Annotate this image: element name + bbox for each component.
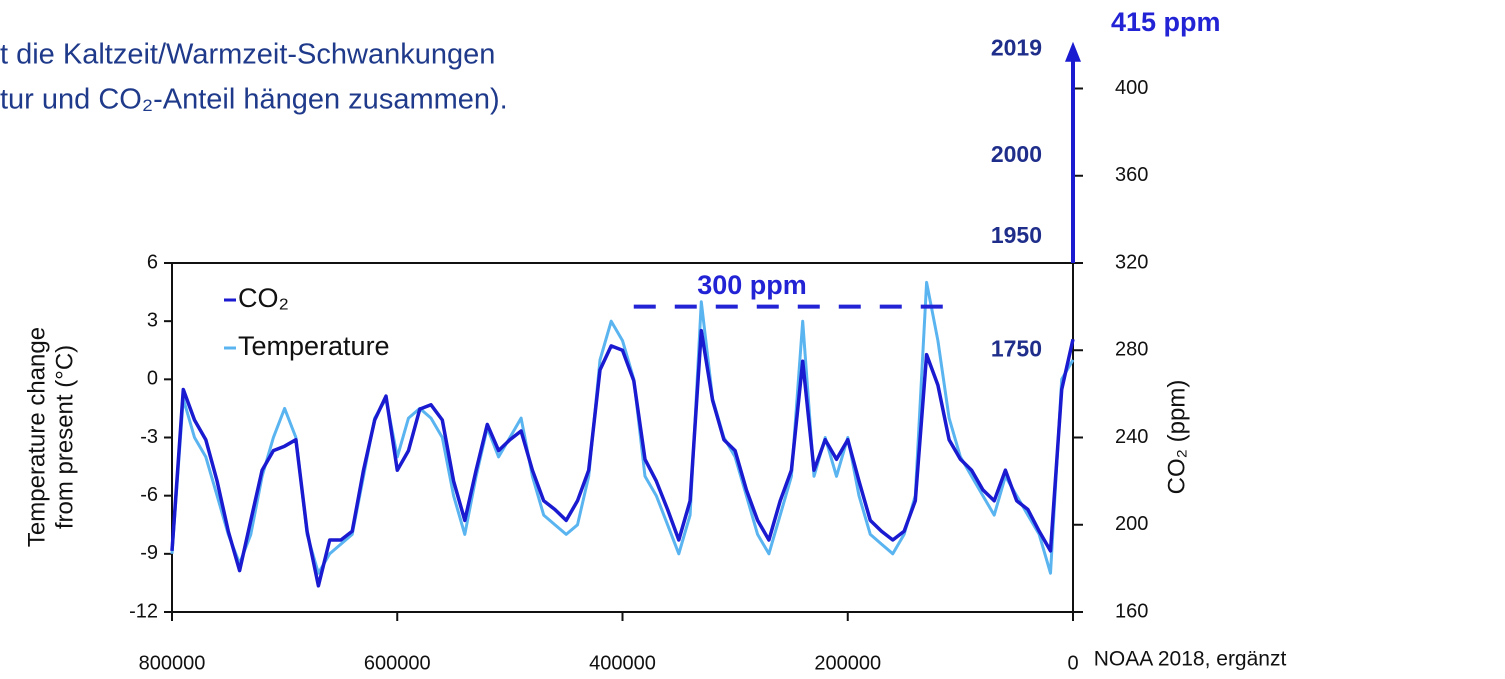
y-tick-label: -12: [129, 600, 158, 622]
y2-tick-label: 160: [1115, 600, 1148, 622]
x-tick-label: 800000: [139, 652, 206, 674]
year-label: 2019: [991, 34, 1042, 60]
y2-tick-label: 320: [1115, 251, 1148, 273]
y2-axis-label: CO₂ (ppm): [1163, 380, 1190, 495]
y2-tick-label: 200: [1115, 513, 1148, 535]
y-label-line: Temperature change: [23, 327, 50, 547]
threshold-label: 300 ppm: [697, 270, 807, 300]
heading-line: tur und CO₂-Anteil hängen zusammen).: [0, 84, 508, 116]
y-tick-label: -9: [140, 542, 158, 564]
y-tick-label: 0: [147, 368, 158, 390]
y2-tick-label: 240: [1115, 426, 1148, 448]
y-label-line: from present (°C): [51, 345, 78, 529]
x-tick-label: 600000: [364, 652, 431, 674]
legend-label: Temperature: [238, 331, 390, 361]
heading-line: t die Kaltzeit/Warmzeit-Schwankungen: [0, 39, 495, 71]
legend-label: CO₂: [238, 283, 289, 313]
year-label: 1750: [991, 335, 1042, 361]
plot-frame: [171, 262, 1074, 613]
y-tick-label: -3: [140, 426, 158, 448]
x-tick-label: 0: [1067, 652, 1078, 674]
recent-label: 415 ppm: [1111, 7, 1221, 37]
y-tick-label: 3: [147, 309, 158, 331]
x-tick-label: 200000: [814, 652, 881, 674]
y-tick-label: -6: [140, 484, 158, 506]
year-label: 2000: [991, 141, 1042, 167]
x-tick-label: 400000: [589, 652, 656, 674]
y2-tick-label: 360: [1115, 164, 1148, 186]
y2-tick-label: 280: [1115, 339, 1148, 361]
y-tick-label: 6: [147, 251, 158, 273]
arrow-head: [1065, 41, 1081, 62]
y2-tick-label: 400: [1115, 77, 1148, 99]
year-label: 1950: [991, 222, 1042, 248]
series-line: [170, 328, 1075, 588]
y-axis-label: Temperature change from present (°C): [23, 327, 78, 547]
source: NOAA 2018, ergänzt: [1094, 648, 1287, 671]
